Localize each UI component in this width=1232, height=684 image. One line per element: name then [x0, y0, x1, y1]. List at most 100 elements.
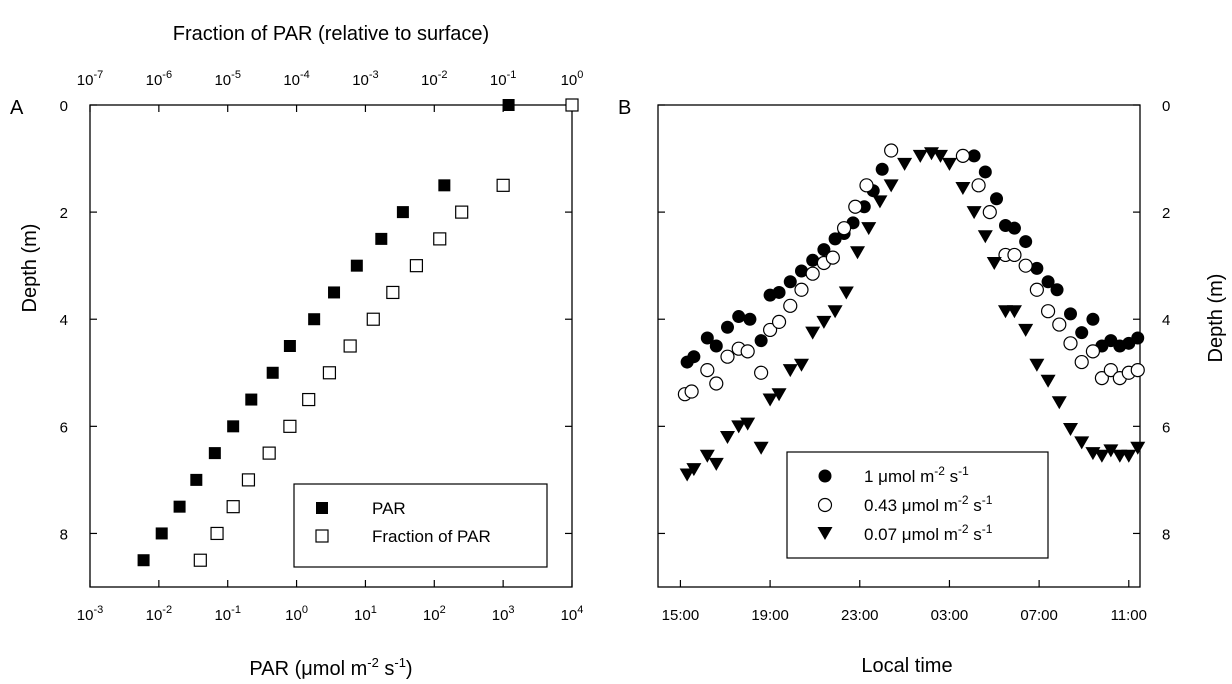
series-0-07umol-point [782, 364, 798, 378]
series-0-07umol-point [1121, 449, 1137, 463]
panel-b: B Local time Depth (m) 15:00 19:00 23:00 03… [618, 97, 1227, 677]
series-0-07umol-point [1040, 374, 1056, 388]
par-point [245, 393, 258, 406]
series-0-07umol-point [1074, 436, 1090, 450]
legend-marker-1umol [818, 469, 832, 483]
series-0-43umol-point [1063, 336, 1078, 351]
b-x-tick-label: 19:00 [751, 607, 789, 624]
a-y-tick-label: 0 [60, 98, 68, 115]
fraction-par-point [455, 205, 469, 219]
series-0-07umol-point [753, 441, 769, 455]
par-point [208, 447, 221, 460]
series-0-07umol-point [827, 305, 843, 319]
b-x-tick-label: 03:00 [931, 607, 969, 624]
series-0-07umol-point [1063, 423, 1079, 437]
panel-b-plot-frame [657, 104, 1141, 588]
series-1umol-point [875, 162, 889, 176]
series-0-43umol-point [754, 365, 769, 380]
a-top-tick-label: 10-2 [421, 69, 447, 89]
series-1umol-point [1030, 261, 1044, 275]
panel-a-legend: PAR Fraction of PAR [293, 483, 548, 568]
fraction-par-point [241, 473, 256, 487]
par-point [438, 179, 451, 192]
b-y-tick-label: 4 [1162, 312, 1170, 329]
series-0-07umol-point [1130, 441, 1146, 455]
series-0-43umol-point [982, 205, 997, 220]
a-bottom-tick-label: 103 [492, 604, 515, 624]
par-point [227, 420, 240, 433]
series-0-07umol-point [861, 222, 877, 236]
par-point [173, 500, 186, 513]
a-y-tick-label: 4 [60, 312, 68, 329]
fraction-par-point [302, 392, 316, 407]
series-0-43umol-point [684, 384, 699, 399]
series-0-43umol-point [1085, 344, 1101, 359]
fraction-par-point [409, 259, 424, 273]
series-0-07umol-point [731, 420, 747, 434]
a-top-tick-label: 10-3 [352, 69, 378, 89]
a-bottom-tick-label: 10-2 [146, 604, 172, 624]
series-0-43umol-point [825, 250, 840, 265]
fraction-par-point [322, 366, 337, 380]
fraction-par-point [343, 339, 357, 353]
series-0-07umol-point [740, 417, 756, 431]
par-point [375, 232, 388, 245]
series-1umol-point [1041, 275, 1055, 289]
series-0-07umol-point [1094, 449, 1110, 463]
series-0-07umol-point [708, 457, 724, 471]
a-bottom-tick-label: 101 [354, 604, 377, 624]
series-1umol-point [817, 243, 831, 257]
a-y-tick-label: 2 [60, 205, 68, 222]
series-0-43umol-point [1029, 282, 1044, 297]
a-top-tick-label: 10-5 [214, 69, 240, 89]
a-bottom-tick-label: 10-1 [214, 604, 240, 624]
series-0-43umol-point [1103, 363, 1118, 378]
legend-label-0-07umol: 0.07 μmol m-2 s-1 [864, 522, 993, 544]
fraction-par-point [283, 419, 297, 433]
series-0-43umol-point [771, 314, 787, 329]
series-0-43umol-point [805, 266, 820, 281]
par-point [328, 286, 341, 299]
par-point [190, 473, 203, 486]
panel-a: A Fraction of PAR (relative to surface) … [10, 23, 583, 680]
series-1umol-point [687, 350, 701, 364]
series-1umol-point [794, 264, 808, 278]
par-point [502, 99, 515, 111]
series-0-07umol-point [897, 157, 913, 171]
series-0-43umol-point [762, 322, 778, 338]
a-top-tick-label: 10-7 [77, 69, 103, 89]
series-0-07umol-point [872, 195, 888, 209]
a-bottom-tick-label: 102 [423, 604, 446, 624]
par-point [137, 554, 150, 567]
series-0-07umol-point [762, 393, 778, 407]
series-1umol-point [732, 310, 746, 324]
series-0-07umol-point [955, 182, 971, 196]
series-0-43umol-point [709, 376, 724, 391]
series-0-07umol-point [816, 315, 832, 329]
panel-b-label: B [618, 97, 631, 119]
fraction-par-point [226, 500, 240, 514]
series-1umol-point [1075, 326, 1089, 340]
fraction-par-point [366, 312, 380, 326]
series-1umol-point [1064, 307, 1078, 321]
series-0-07umol-point [883, 179, 899, 193]
series-0-43umol-point [1040, 304, 1056, 319]
series-0-07umol-point [966, 206, 982, 220]
series-0-43umol-point [1052, 317, 1067, 332]
series-0-07umol-point [771, 388, 787, 402]
series-1umol-point [1019, 235, 1033, 249]
b-y-tick-label: 6 [1162, 419, 1170, 436]
par-point [350, 259, 363, 272]
series-0-07umol-point [1029, 358, 1045, 372]
series-1umol-point [1007, 221, 1021, 235]
series-0-07umol-point [1018, 323, 1034, 337]
series-1umol-point [700, 331, 714, 345]
fraction-par-point [262, 446, 276, 460]
fraction-par-point [433, 232, 447, 246]
series-0-43umol-point [1007, 247, 1022, 263]
series-0-07umol-point [1103, 444, 1119, 458]
series-0-43umol-point [955, 148, 970, 163]
series-0-07umol-point [977, 230, 993, 244]
legend-label-1umol: 1 μmol m-2 s-1 [864, 464, 969, 486]
